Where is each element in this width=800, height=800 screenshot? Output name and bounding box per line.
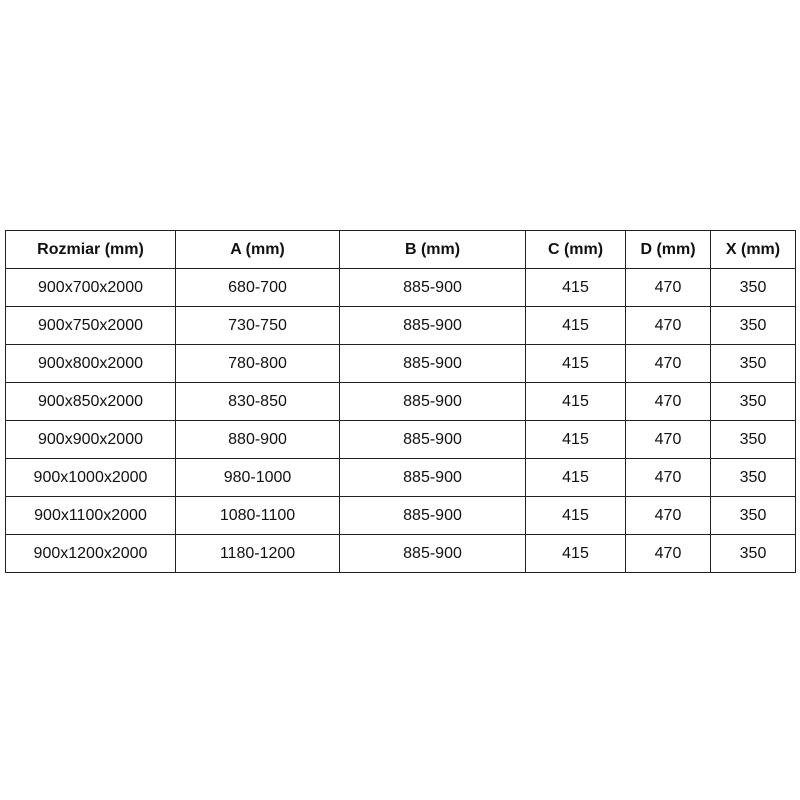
table-cell: 900x1000x2000 [5, 458, 176, 497]
table-cell: 885-900 [339, 420, 526, 459]
table-cell: 415 [525, 382, 626, 421]
table-cell: 900x850x2000 [5, 382, 176, 421]
table-cell: 350 [710, 420, 796, 459]
table-cell: 350 [710, 344, 796, 383]
table-cell: 885-900 [339, 344, 526, 383]
table-cell: 1180-1200 [175, 534, 340, 573]
column-header: B (mm) [339, 230, 526, 269]
table-cell: 885-900 [339, 496, 526, 535]
table-cell: 350 [710, 306, 796, 345]
table-cell: 900x800x2000 [5, 344, 176, 383]
table-cell: 885-900 [339, 306, 526, 345]
header-row: Rozmiar (mm) A (mm) B (mm) C (mm) D (mm) X (m… [5, 230, 796, 269]
table-cell: 350 [710, 268, 796, 307]
table-cell: 350 [710, 458, 796, 497]
table-cell: 885-900 [339, 534, 526, 573]
table-cell: 880-900 [175, 420, 340, 459]
column-header: X (mm) [710, 230, 796, 269]
table-row: 900x750x2000 730-750 885-900 415 470 350 [5, 306, 796, 345]
column-header: A (mm) [175, 230, 340, 269]
table-cell: 900x700x2000 [5, 268, 176, 307]
table-cell: 350 [710, 496, 796, 535]
table-cell: 730-750 [175, 306, 340, 345]
table-cell: 470 [625, 534, 711, 573]
table-cell: 415 [525, 458, 626, 497]
table-cell: 415 [525, 420, 626, 459]
table-row: 900x800x2000 780-800 885-900 415 470 350 [5, 344, 796, 383]
table-cell: 980-1000 [175, 458, 340, 497]
table-cell: 350 [710, 534, 796, 573]
table-cell: 470 [625, 344, 711, 383]
table-cell: 885-900 [339, 268, 526, 307]
table-cell: 470 [625, 420, 711, 459]
dimensions-table: Rozmiar (mm) A (mm) B (mm) C (mm) D (mm) X (m… [5, 230, 796, 573]
table-cell: 900x1100x2000 [5, 496, 176, 535]
table-row: 900x1100x2000 1080-1100 885-900 415 470 350 [5, 496, 796, 535]
table-cell: 470 [625, 458, 711, 497]
table-row: 900x850x2000 830-850 885-900 415 470 350 [5, 382, 796, 421]
table-cell: 1080-1100 [175, 496, 340, 535]
table-cell: 415 [525, 344, 626, 383]
table-cell: 470 [625, 496, 711, 535]
table-cell: 885-900 [339, 382, 526, 421]
table-row: 900x1200x2000 1180-1200 885-900 415 470 350 [5, 534, 796, 573]
table-row: 900x700x2000 680-700 885-900 415 470 350 [5, 268, 796, 307]
column-header: D (mm) [625, 230, 711, 269]
table-cell: 900x1200x2000 [5, 534, 176, 573]
table-cell: 900x900x2000 [5, 420, 176, 459]
column-header: Rozmiar (mm) [5, 230, 176, 269]
table-cell: 415 [525, 268, 626, 307]
table-cell: 900x750x2000 [5, 306, 176, 345]
table-cell: 415 [525, 496, 626, 535]
table-cell: 885-900 [339, 458, 526, 497]
table-cell: 470 [625, 268, 711, 307]
table-cell: 415 [525, 534, 626, 573]
table-cell: 830-850 [175, 382, 340, 421]
table-row: 900x900x2000 880-900 885-900 415 470 350 [5, 420, 796, 459]
table-cell: 780-800 [175, 344, 340, 383]
table-row: 900x1000x2000 980-1000 885-900 415 470 350 [5, 458, 796, 497]
table-cell: 470 [625, 382, 711, 421]
table-cell: 680-700 [175, 268, 340, 307]
table-cell: 350 [710, 382, 796, 421]
table-cell: 415 [525, 306, 626, 345]
column-header: C (mm) [525, 230, 626, 269]
table-cell: 470 [625, 306, 711, 345]
